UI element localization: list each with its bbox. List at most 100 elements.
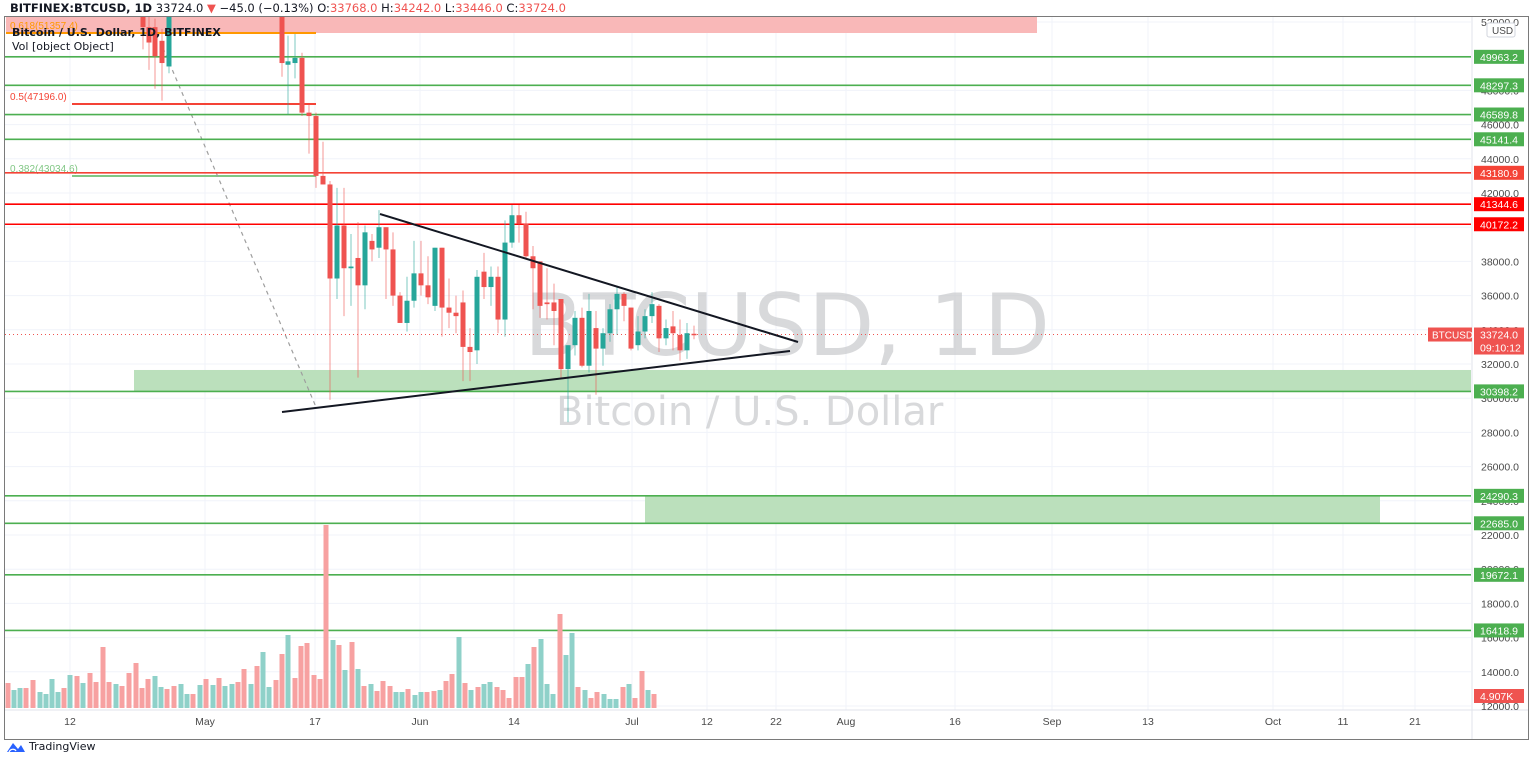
volume-bar: [106, 682, 112, 708]
last-price-tag-text: 33724.0: [1480, 330, 1518, 342]
time-tick-label: 21: [1409, 716, 1421, 728]
volume-bar: [30, 680, 36, 708]
lower-support-zone[interactable]: [645, 495, 1380, 524]
volume-bar: [55, 692, 61, 708]
candle-body: [474, 276, 480, 351]
price-tick-label: 12000.0: [1481, 701, 1519, 713]
candle-body: [537, 261, 543, 306]
volume-bar: [93, 682, 99, 708]
tradingview-logo[interactable]: TradingView: [6, 740, 95, 753]
candle-body: [467, 346, 473, 353]
candle-body: [425, 285, 431, 298]
candle-body: [418, 273, 424, 286]
candle-body: [292, 57, 298, 64]
volume-bar: [563, 655, 569, 708]
volume-bar: [569, 633, 575, 708]
level-price-tag-text: 41344.6: [1480, 199, 1518, 211]
resistance-zone[interactable]: [6, 5, 1037, 33]
volume-bar: [431, 691, 437, 708]
volume-bar: [601, 694, 607, 708]
volume-bar: [87, 673, 93, 708]
triangle-upper[interactable]: [379, 213, 799, 343]
time-tick-label: Jul: [625, 716, 638, 728]
chart-frame: [4, 16, 1529, 740]
level-price-tag: [1474, 217, 1524, 232]
candle-body: [306, 112, 312, 117]
candle-body: [586, 310, 592, 366]
volume-bar: [456, 637, 462, 708]
volume-bar: [607, 699, 613, 708]
candle-body: [684, 333, 690, 351]
volume-bar: [550, 694, 556, 708]
time-tick-label: 17: [309, 716, 321, 728]
candle-body: [670, 326, 676, 334]
volume-bar: [248, 684, 254, 708]
level-price-tag: [1474, 488, 1524, 503]
candle-body: [551, 302, 557, 311]
volume-bar: [651, 694, 657, 708]
legend-volume[interactable]: Vol [object Object]: [12, 40, 114, 53]
volume-bar: [594, 692, 600, 708]
volume-bar: [368, 684, 374, 708]
volume-bar: [229, 684, 235, 708]
volume-bar: [210, 685, 216, 708]
level-price-tag: [1474, 567, 1524, 582]
fib-trend-line[interactable]: [162, 47, 317, 408]
candle-body: [558, 299, 564, 370]
close-value: 33724.0: [518, 1, 566, 15]
level-price-tag: [1474, 516, 1524, 531]
volume-bar: [620, 687, 626, 708]
candle-body: [677, 334, 683, 351]
high-value: 34242.0: [393, 1, 442, 15]
down-triangle-icon: ▼: [206, 1, 216, 15]
candle-body: [593, 328, 599, 349]
level-price-tag-text: 40172.2: [1480, 219, 1518, 231]
last-price-tag: [1474, 327, 1524, 355]
price-tick-label: 18000.0: [1481, 598, 1519, 610]
candle-body: [320, 175, 326, 185]
volume-bar: [582, 690, 588, 708]
chart-legend: Bitcoin / U.S. Dollar, 1D, BITFINEX Vol …: [12, 26, 221, 54]
currency-badge[interactable]: [1486, 22, 1516, 38]
candle-body: [390, 249, 396, 296]
volume-bar: [575, 687, 581, 708]
volume-bar: [5, 683, 11, 708]
volume-bar: [158, 687, 164, 708]
candle-body: [453, 312, 459, 317]
candle-body: [355, 257, 361, 286]
volume-bar: [197, 685, 203, 708]
volume-tag: [1474, 689, 1524, 703]
candle-body: [404, 300, 410, 323]
volume-bar: [544, 684, 550, 708]
volume-bar: [37, 692, 43, 708]
volume-bar: [519, 677, 525, 708]
candle-body: [656, 305, 662, 339]
high-label: H:: [381, 1, 394, 15]
candle-body: [614, 293, 620, 310]
fib-level-label: 0.618(51357.4): [10, 21, 78, 32]
volume-bar: [405, 689, 411, 708]
last-price: 33724.0: [155, 1, 204, 15]
symbol-title: BITFINEX:BTCUSD, 1D: [10, 1, 153, 15]
fib-level-label: 0.382(43034.6): [10, 164, 78, 175]
support-zone[interactable]: [134, 369, 1471, 392]
candle-body: [481, 271, 487, 288]
volume-bar: [298, 646, 304, 708]
volume-bar: [113, 684, 119, 708]
volume-bar: [323, 525, 329, 708]
candle-body: [488, 276, 494, 288]
volume-bar: [336, 645, 342, 708]
volume-bar: [443, 681, 449, 708]
candle-body: [565, 345, 571, 370]
price-tick-label: 26000.0: [1481, 462, 1519, 474]
candle-body: [146, 27, 152, 43]
legend-title[interactable]: Bitcoin / U.S. Dollar, 1D, BITFINEX: [12, 26, 221, 39]
plot-area[interactable]: 0.618(51357.4) 0.5(47196.0) 0.382(43034.6)…: [5, 0, 1471, 710]
tradingview-label: TradingView: [29, 740, 96, 753]
volume-bar: [171, 686, 177, 708]
triangle-lower[interactable]: [281, 350, 791, 413]
volume-bar: [67, 675, 73, 708]
candle-body: [334, 225, 340, 279]
volume-bar: [349, 642, 355, 708]
